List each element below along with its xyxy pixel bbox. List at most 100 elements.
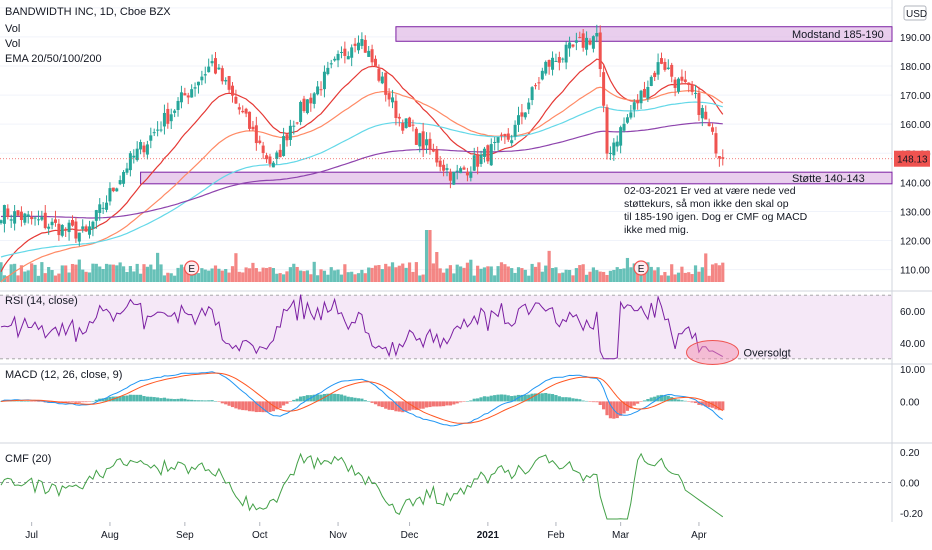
- zone-rect: [140, 171, 893, 185]
- macd-histogram-bar: [224, 401, 228, 405]
- volume-bar: [91, 263, 95, 282]
- volume-bar: [47, 267, 51, 282]
- volume-bar: [367, 267, 371, 282]
- cmf-label: CMF (20): [5, 453, 51, 465]
- macd-histogram-bar: [584, 400, 589, 402]
- volume-bar: [234, 253, 238, 282]
- candle-body: [237, 107, 241, 110]
- volume-bar: [50, 270, 54, 282]
- price-tick-label: 160.00: [900, 120, 931, 131]
- candle-body: [595, 32, 599, 37]
- macd-histogram-bar: [591, 401, 595, 403]
- candle-body: [721, 157, 725, 159]
- macd-histogram-bar: [23, 401, 27, 402]
- candle-body: [503, 133, 507, 137]
- volume-bar: [656, 267, 660, 282]
- macd-histogram-bar: [227, 401, 231, 406]
- macd-histogram-bar: [292, 399, 296, 402]
- candle-body: [70, 220, 74, 226]
- volume-bar: [247, 268, 252, 282]
- candle-body: [16, 210, 20, 216]
- macd-histogram-bar: [666, 395, 670, 402]
- macd-histogram-bar: [196, 400, 201, 402]
- candle-body: [639, 90, 643, 104]
- macd-histogram-bar: [452, 401, 456, 405]
- candle-body: [0, 220, 3, 224]
- macd-histogram-bar: [353, 397, 357, 402]
- price-tick-label: 170.00: [900, 91, 931, 102]
- annotation-line: støttekurs, så mon ikke den skal op: [624, 198, 789, 210]
- volume-bar: [523, 269, 527, 282]
- volume-bar: [135, 263, 139, 282]
- volume-bar: [435, 252, 439, 282]
- macd-histogram-bar: [247, 401, 252, 412]
- candle-body: [452, 171, 456, 185]
- volume-bar: [9, 264, 13, 282]
- candle-body: [425, 139, 429, 146]
- candle-body: [67, 222, 71, 233]
- candle-body: [81, 226, 85, 229]
- candle-body: [523, 112, 527, 118]
- macd-histogram-bar: [244, 401, 248, 411]
- candle-body: [36, 219, 40, 221]
- macd-histogram-bar: [455, 401, 459, 404]
- macd-histogram-bar: [234, 401, 238, 409]
- macd-histogram-bar: [632, 401, 636, 406]
- volume-bar: [544, 265, 548, 282]
- volume-bar: [156, 252, 160, 282]
- macd-histogram-bar: [67, 401, 71, 403]
- macd-histogram-bar: [363, 400, 367, 402]
- candle-body: [173, 110, 177, 113]
- volume-bar: [179, 264, 184, 282]
- candle-body: [346, 56, 350, 60]
- volume-bar: [333, 270, 337, 282]
- macd-histogram-bar: [608, 401, 613, 419]
- volume-bar: [288, 267, 292, 282]
- volume-bar: [57, 273, 61, 282]
- candle-body: [642, 88, 646, 98]
- candle-body: [64, 228, 68, 230]
- volume-bar: [305, 270, 310, 282]
- candle-body: [516, 115, 520, 125]
- volume-bar: [64, 265, 68, 282]
- volume-bar: [687, 272, 691, 282]
- macd-histogram-bar: [571, 398, 575, 402]
- candle-body: [333, 58, 337, 61]
- macd-histogram-bar: [663, 395, 667, 402]
- volume-bar: [418, 275, 422, 282]
- volume-bar: [411, 271, 415, 282]
- candle-body: [265, 155, 269, 160]
- volume-bar: [588, 271, 592, 282]
- candle-body: [220, 68, 224, 82]
- macd-histogram-bar: [210, 400, 214, 402]
- candle-body: [602, 72, 606, 106]
- volume-bar: [622, 268, 626, 282]
- candle-body: [241, 110, 245, 113]
- candle-body: [356, 42, 360, 51]
- volume-bar: [213, 265, 218, 282]
- candle-body: [489, 144, 493, 166]
- macd-histogram-bar: [598, 401, 602, 405]
- macd-histogram-bar: [40, 401, 44, 402]
- volume-bar: [584, 274, 589, 282]
- volume-bar: [196, 273, 201, 282]
- volume-bar: [258, 271, 262, 282]
- candle-body: [43, 212, 47, 229]
- macd-histogram-bar: [118, 396, 122, 402]
- macd-histogram-bar: [339, 394, 344, 402]
- candle-body: [438, 160, 442, 167]
- volume-bar: [486, 266, 490, 282]
- volume-bar: [207, 270, 211, 282]
- macd-histogram-bar: [581, 400, 585, 402]
- candle-body: [176, 100, 180, 110]
- macd-histogram-bar: [30, 401, 34, 402]
- candle-body: [285, 134, 289, 141]
- volume-bar: [527, 275, 531, 282]
- earnings-marker-label: E: [188, 264, 195, 275]
- macd-histogram-bar: [121, 395, 126, 402]
- candle-body: [88, 226, 92, 235]
- candle-body: [339, 51, 343, 53]
- macd-histogram-bar: [367, 401, 371, 402]
- macd-histogram-bar: [493, 395, 497, 402]
- candle-body: [496, 137, 500, 143]
